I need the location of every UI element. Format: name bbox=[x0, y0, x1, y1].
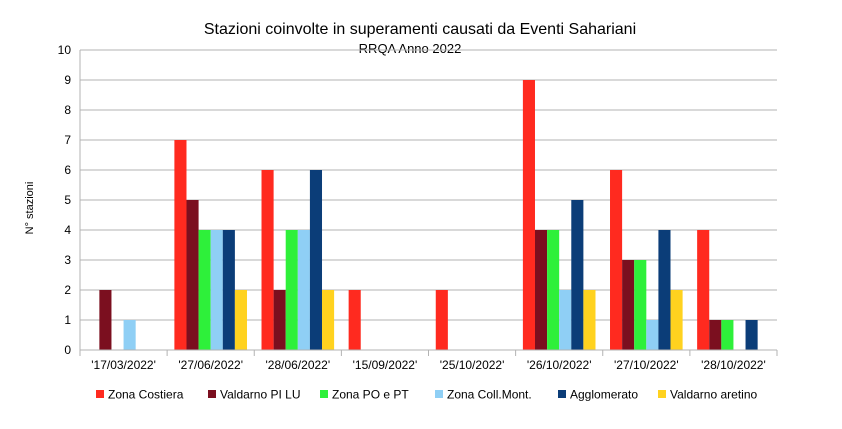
bar bbox=[348, 290, 361, 350]
bar bbox=[261, 170, 274, 350]
bar bbox=[322, 290, 335, 350]
chart-subtitle: RRQA Anno 2022 bbox=[359, 41, 462, 56]
legend: Zona Costiera Valdarno PI LU Zona PO e PT Z… bbox=[96, 388, 757, 402]
bar bbox=[174, 140, 187, 350]
bar bbox=[547, 230, 560, 350]
x-tick-label: '27/06/2022' bbox=[178, 358, 243, 372]
y-tick-label: 5 bbox=[64, 193, 71, 207]
x-tick-label: '28/10/2022' bbox=[701, 358, 766, 372]
y-tick-label: 10 bbox=[58, 43, 72, 57]
bar bbox=[210, 230, 223, 350]
y-tick-label: 0 bbox=[64, 343, 71, 357]
legend-label: Agglomerato bbox=[570, 388, 638, 402]
y-tick-label: 3 bbox=[64, 253, 71, 267]
x-tick-labels: '17/03/2022' '27/06/2022' '28/06/2022' '15/… bbox=[91, 358, 766, 372]
bar bbox=[622, 260, 635, 350]
x-tick-label: '27/10/2022' bbox=[614, 358, 679, 372]
x-tick-label: '15/09/2022' bbox=[353, 358, 418, 372]
bar bbox=[285, 230, 298, 350]
bar bbox=[99, 290, 112, 350]
bar bbox=[522, 80, 535, 350]
bar bbox=[709, 320, 722, 350]
x-tick-label: '25/10/2022' bbox=[440, 358, 505, 372]
y-tick-label: 7 bbox=[64, 133, 71, 147]
bar bbox=[309, 170, 323, 350]
bar bbox=[534, 230, 548, 350]
legend-label: Valdarno PI LU bbox=[220, 388, 301, 402]
y-axis-label: N° stazioni bbox=[24, 182, 36, 235]
bar bbox=[646, 320, 659, 350]
y-tick-label: 4 bbox=[64, 223, 71, 237]
legend-swatch bbox=[96, 390, 104, 398]
legend-swatch bbox=[208, 390, 216, 398]
legend-swatch bbox=[558, 390, 566, 398]
legend-label: Valdarno aretino bbox=[670, 388, 757, 402]
bar bbox=[123, 320, 136, 350]
legend-swatch bbox=[435, 390, 443, 398]
bar bbox=[670, 290, 683, 350]
bar bbox=[610, 170, 623, 350]
legend-swatch bbox=[658, 390, 666, 398]
bar bbox=[222, 230, 235, 350]
chart-title: Stazioni coinvolte in superamenti causat… bbox=[204, 21, 636, 38]
bar bbox=[559, 290, 572, 350]
y-tick-label: 2 bbox=[64, 283, 71, 297]
bar bbox=[435, 290, 448, 350]
bar bbox=[297, 230, 310, 350]
y-tick-labels: 0 1 2 3 4 5 6 7 8 9 10 bbox=[58, 43, 72, 357]
legend-swatch bbox=[320, 390, 328, 398]
bar bbox=[234, 290, 247, 350]
bar bbox=[198, 230, 211, 350]
bar bbox=[721, 320, 734, 350]
axes bbox=[79, 50, 778, 356]
legend-label: Zona Coll.Mont. bbox=[447, 388, 532, 402]
bars bbox=[99, 80, 758, 350]
bar bbox=[745, 320, 758, 350]
bar bbox=[186, 200, 199, 350]
legend-label: Zona Costiera bbox=[108, 388, 184, 402]
bar bbox=[273, 290, 286, 350]
y-tick-label: 8 bbox=[64, 103, 71, 117]
bar bbox=[583, 290, 596, 350]
bar bbox=[571, 200, 584, 350]
y-tick-label: 1 bbox=[64, 313, 71, 327]
legend-label: Zona PO e PT bbox=[332, 388, 409, 402]
x-tick-label: '26/10/2022' bbox=[527, 358, 592, 372]
x-tick-label: '28/06/2022' bbox=[265, 358, 330, 372]
y-tick-label: 6 bbox=[64, 163, 71, 177]
x-tick-label: '17/03/2022' bbox=[91, 358, 156, 372]
y-tick-label: 9 bbox=[64, 73, 71, 87]
bar bbox=[634, 260, 647, 350]
bar bbox=[658, 230, 671, 350]
bar bbox=[697, 230, 710, 350]
